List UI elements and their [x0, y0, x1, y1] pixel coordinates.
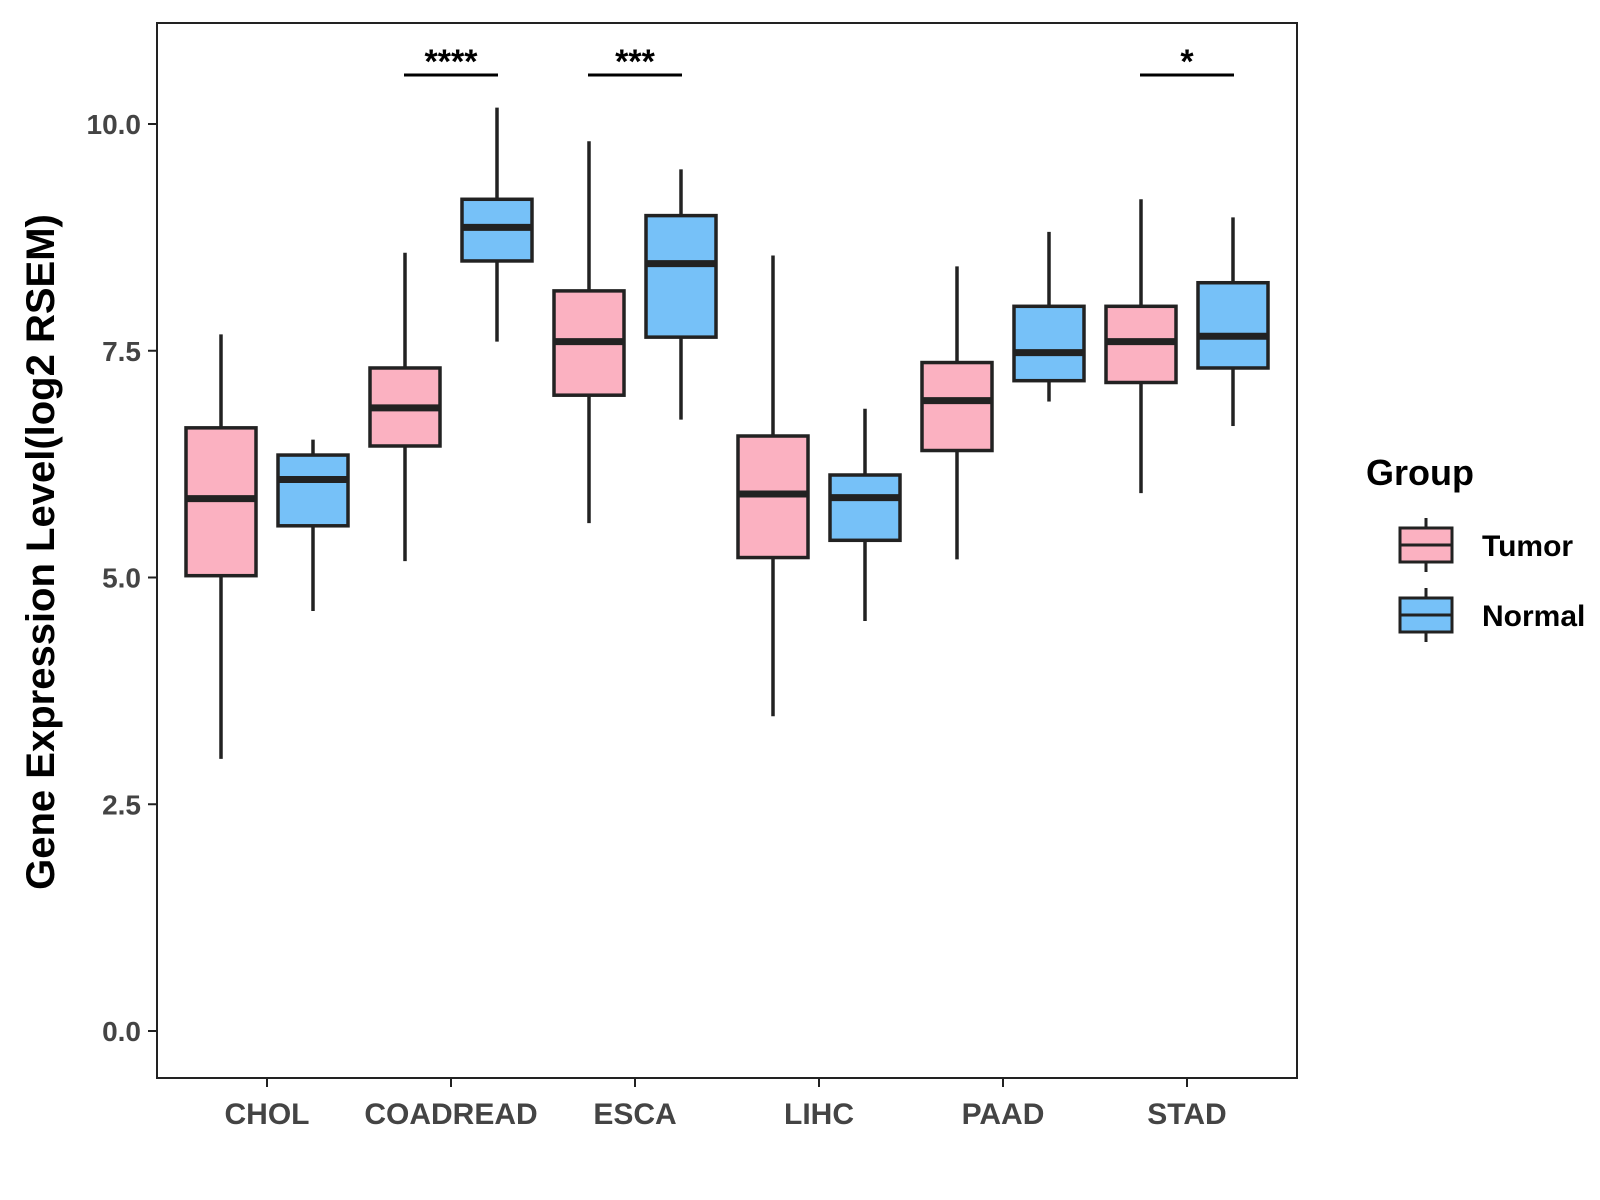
- box-body: [828, 473, 902, 543]
- significance-label: ***: [615, 43, 655, 81]
- box-tumor-stad: [1104, 199, 1178, 494]
- x-axis: CHOL COADREAD ESCA LIHC PAAD STAD: [225, 1078, 1227, 1131]
- box-tumor-esca: [552, 141, 626, 524]
- box-tumor-coadread: [368, 252, 442, 562]
- x-tick-label: PAAD: [962, 1098, 1045, 1131]
- box-normal-esca: [644, 169, 718, 420]
- x-tick-label: ESCA: [593, 1098, 676, 1131]
- y-tick-label: 2.5: [102, 789, 141, 820]
- legend-title: Group: [1366, 452, 1474, 493]
- x-tick-label: LIHC: [784, 1098, 854, 1131]
- box-body: [1012, 304, 1086, 383]
- x-tick-label: COADREAD: [364, 1098, 537, 1131]
- chart-marks: **** *** *: [184, 43, 1270, 759]
- y-tick-label: 7.5: [102, 336, 141, 367]
- box-normal-chol: [276, 439, 350, 612]
- box-normal-lihc: [828, 408, 902, 622]
- box-normal-paad: [1012, 231, 1086, 402]
- legend-label: Tumor: [1482, 530, 1573, 563]
- box-normal-coadread: [460, 107, 534, 342]
- box-tumor-paad: [920, 266, 994, 560]
- y-axis: 0.0 2.5 5.0 7.5 10.0: [87, 109, 157, 1047]
- y-tick-label: 0.0: [102, 1016, 141, 1047]
- x-tick-label: STAD: [1147, 1098, 1226, 1131]
- legend-item-tumor: Tumor: [1398, 518, 1573, 572]
- box-body: [920, 360, 994, 453]
- y-tick-label: 5.0: [102, 563, 141, 594]
- legend: Group Tumor Normal: [1366, 452, 1585, 642]
- box-tumor-lihc: [736, 255, 810, 717]
- y-tick-label: 10.0: [87, 109, 142, 140]
- significance-label: *: [1180, 43, 1194, 81]
- significance-label: ****: [425, 43, 479, 81]
- box-body: [276, 453, 350, 528]
- legend-label: Normal: [1482, 600, 1585, 633]
- box-body: [1196, 280, 1270, 370]
- y-axis-title: Gene Expression Level(log2 RSEM): [19, 214, 63, 890]
- legend-item-normal: Normal: [1398, 588, 1585, 642]
- box-normal-stad: [1196, 217, 1270, 427]
- box-tumor-chol: [184, 334, 258, 759]
- box-body: [644, 213, 718, 339]
- x-tick-label: CHOL: [225, 1098, 310, 1131]
- plot-panel: [156, 22, 1298, 1079]
